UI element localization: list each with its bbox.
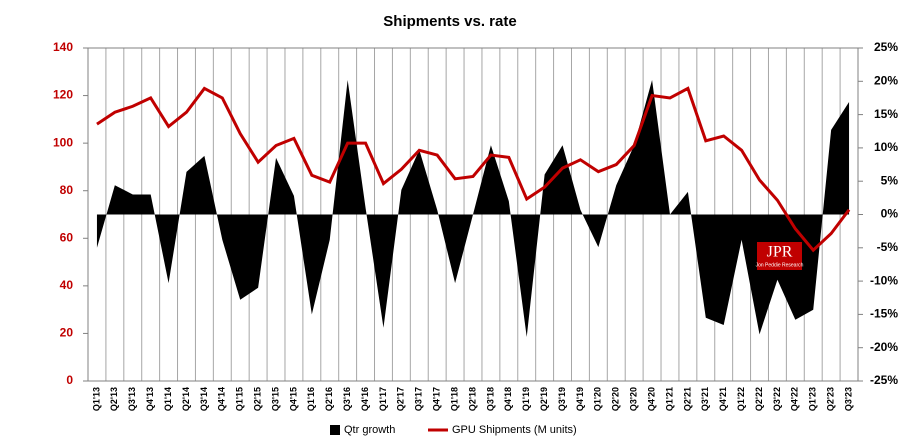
y-tick-label: 60: [60, 230, 74, 244]
x-tick-label: Q1'20: [593, 387, 603, 411]
x-tick-label: Q4'20: [646, 387, 656, 411]
y2-tick-label: 20%: [874, 73, 898, 87]
y2-tick-label: 25%: [874, 40, 898, 54]
x-tick-label: Q4'17: [432, 387, 442, 411]
x-tick-label: Q2'22: [754, 387, 764, 411]
x-tick-label: Q1'14: [163, 387, 173, 411]
x-tick-label: Q3'23: [843, 387, 853, 411]
x-tick-label: Q4'14: [217, 387, 227, 411]
x-tick-label: Q1'23: [808, 387, 818, 411]
y2-tick-label: -25%: [870, 373, 898, 387]
x-tick-label: Q3'13: [127, 387, 137, 411]
y-tick-label: 40: [60, 278, 74, 292]
x-tick-label: Q2'15: [252, 387, 262, 411]
y2-tick-label: 10%: [874, 140, 898, 154]
x-tick-label: Q3'14: [199, 387, 209, 411]
x-tick-label: Q1'16: [306, 387, 316, 411]
x-tick-label: Q1'21: [664, 387, 674, 411]
x-tick-label: Q4'15: [288, 387, 298, 411]
y2-tick-label: -20%: [870, 340, 898, 354]
legend-label: Qtr growth: [344, 424, 395, 436]
y2-tick-label: 15%: [874, 107, 898, 121]
x-tick-label: Q3'22: [772, 387, 782, 411]
x-tick-label: Q1'13: [91, 387, 101, 411]
x-tick-label: Q4'13: [145, 387, 155, 411]
shipments-line: [96, 86, 851, 253]
y-tick-label: 80: [60, 183, 74, 197]
x-tick-label: Q2'13: [109, 387, 119, 411]
x-tick-label: Q2'17: [396, 387, 406, 411]
x-tick-label: Q1'18: [449, 387, 459, 411]
x-tick-label: Q2'18: [467, 387, 477, 411]
x-tick-label: Q3'19: [557, 387, 567, 411]
x-tick-label: Q3'21: [700, 387, 710, 411]
x-tick-label: Q3'16: [342, 387, 352, 411]
y2-tick-label: -5%: [877, 240, 899, 254]
x-tick-label: Q3'15: [270, 387, 280, 411]
y-tick-label: 140: [53, 40, 73, 54]
x-tick-label: Q3'17: [414, 387, 424, 411]
x-tick-label: Q4'18: [503, 387, 513, 411]
legend-label: GPU Shipments (M units): [452, 424, 577, 436]
logo-text: JPR: [767, 244, 793, 261]
x-tick-label: Q3'18: [485, 387, 495, 411]
y-tick-label: 0: [66, 373, 73, 387]
y-tick-label: 120: [53, 88, 73, 102]
y-tick-label: 100: [53, 135, 73, 149]
logo-subtitle: Jon Peddie Research: [756, 262, 804, 268]
y2-tick-label: 5%: [881, 173, 899, 187]
x-tick-label: Q2'14: [181, 387, 191, 411]
growth-area: [96, 79, 850, 338]
x-tick-label: Q1'22: [736, 387, 746, 411]
legend-swatch: [330, 425, 340, 435]
x-tick-label: Q4'22: [790, 387, 800, 411]
x-tick-label: Q3'20: [629, 387, 639, 411]
x-tick-label: Q4'19: [575, 387, 585, 411]
y2-tick-label: 0%: [881, 207, 899, 221]
y2-tick-label: -10%: [870, 273, 898, 287]
x-tick-label: Q4'16: [360, 387, 370, 411]
x-tick-label: Q4'21: [718, 387, 728, 411]
x-tick-label: Q2'23: [826, 387, 836, 411]
x-tick-label: Q1'15: [235, 387, 245, 411]
y2-tick-label: -15%: [870, 307, 898, 321]
x-tick-label: Q2'19: [539, 387, 549, 411]
x-tick-label: Q2'21: [682, 387, 692, 411]
x-tick-label: Q2'16: [324, 387, 334, 411]
y-tick-label: 20: [60, 326, 74, 340]
x-tick-label: Q1'19: [521, 387, 531, 411]
x-tick-label: Q1'17: [378, 387, 388, 411]
chart-title: Shipments vs. rate: [383, 13, 516, 30]
x-tick-label: Q2'20: [611, 387, 621, 411]
logo-box: [757, 242, 802, 270]
